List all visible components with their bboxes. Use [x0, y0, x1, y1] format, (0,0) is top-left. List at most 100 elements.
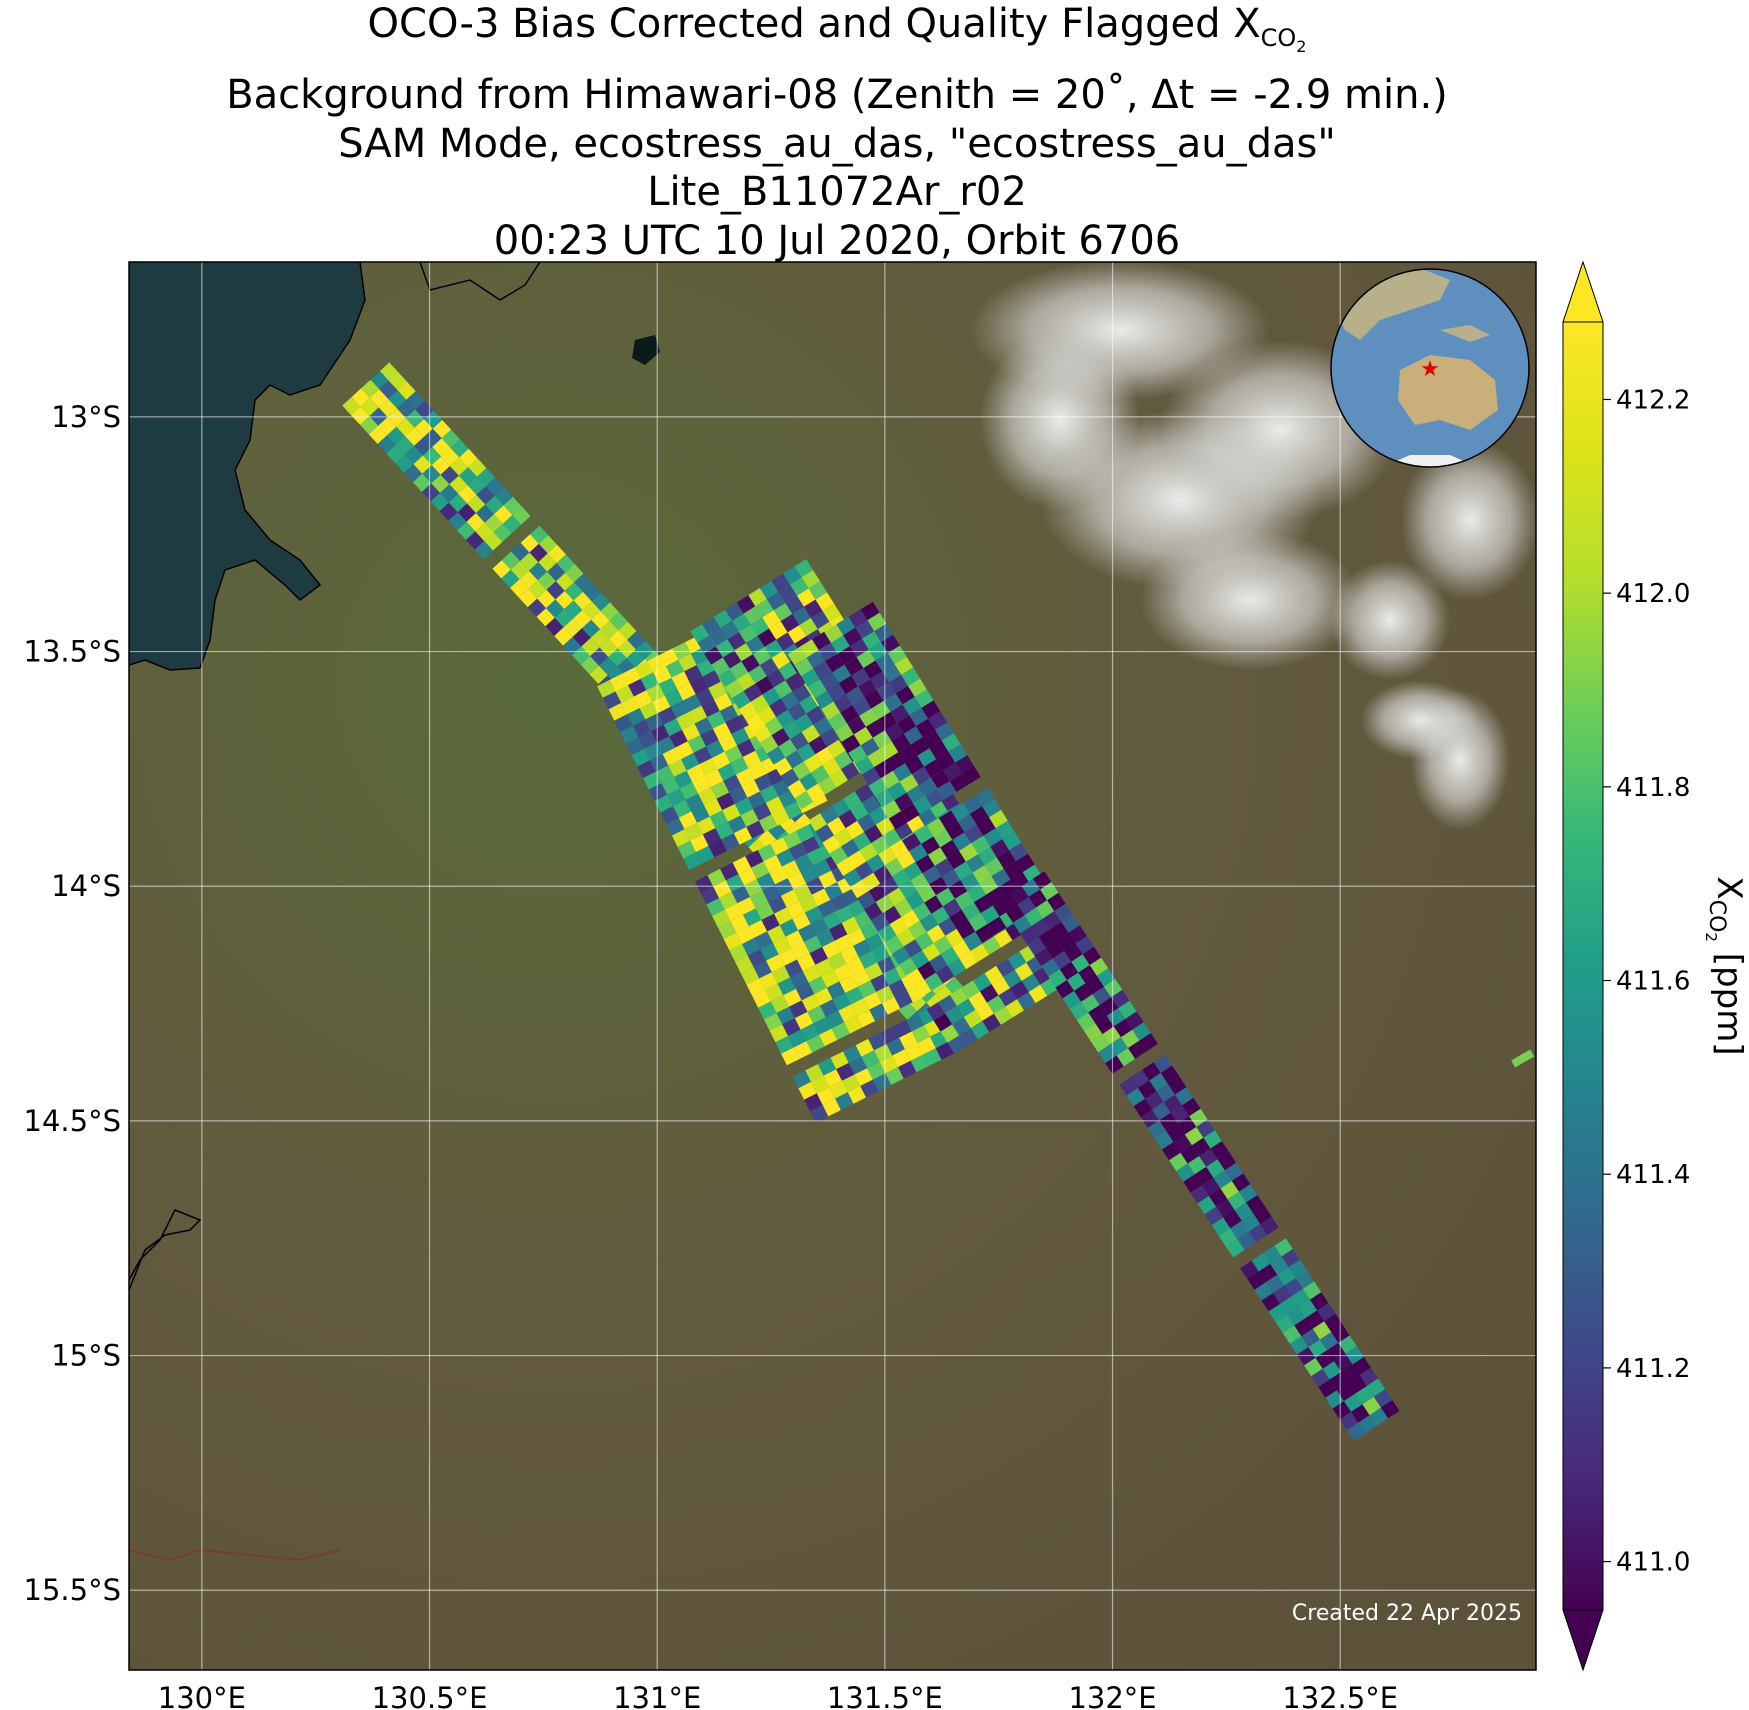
xco2-sounding: [826, 683, 846, 702]
xco2-sounding: [707, 868, 726, 887]
xco2-sounding: [1324, 1313, 1343, 1333]
xco2-sounding: [940, 839, 959, 859]
xco2-sounding: [485, 495, 504, 515]
xco2-sounding: [880, 634, 900, 654]
xco2-sounding: [422, 465, 441, 484]
xco2-sounding: [867, 612, 887, 632]
xco2-sounding: [829, 769, 848, 788]
xco2-sounding: [970, 1021, 990, 1040]
xco2-sounding: [864, 690, 884, 709]
xco2-sounding: [671, 829, 691, 847]
xco2-sounding: [1139, 1033, 1158, 1052]
xco2-sounding: [882, 967, 902, 986]
xco2-sounding: [817, 1057, 837, 1076]
xco2-sounding: [964, 824, 984, 844]
xco2-sounding: [903, 939, 922, 958]
xco2-sounding: [903, 726, 923, 745]
xco2-sounding: [799, 772, 818, 791]
xco2-sounding: [843, 791, 862, 810]
xco2-sounding: [743, 683, 763, 702]
xco2-sounding: [945, 1006, 964, 1025]
xco2-sounding: [709, 810, 728, 829]
xco2-sounding: [494, 487, 513, 506]
lat-tick-label: 15.5°S: [24, 1573, 121, 1607]
lon-tick-label: 132.5°E: [1282, 1681, 1398, 1710]
xco2-sounding: [811, 1075, 830, 1094]
xco2-sounding: [1302, 1281, 1322, 1300]
lon-tick-label: 131.5°E: [827, 1681, 943, 1710]
xco2-sounding: [547, 563, 566, 582]
xco2-sounding: [860, 737, 880, 757]
xco2-sounding: [572, 628, 591, 647]
xco2-sounding: [887, 645, 907, 665]
xco2-sounding: [884, 858, 904, 877]
xco2-sounding: [926, 818, 946, 837]
xco2-sounding: [736, 926, 755, 945]
xco2-sounding: [747, 791, 766, 810]
xco2-sounding: [1288, 1259, 1308, 1279]
xco2-sounding: [421, 483, 440, 502]
xco2-sounding: [1027, 936, 1046, 956]
xco2-sounding: [564, 582, 583, 601]
xco2-sounding: [1208, 1188, 1228, 1207]
xco2-sounding: [638, 731, 657, 749]
xco2-sounding: [1092, 986, 1111, 1005]
globe-locator-inset: ★: [1330, 268, 1530, 468]
xco2-sounding: [884, 722, 904, 742]
xco2-sounding: [1289, 1336, 1309, 1355]
xco2-sounding: [991, 868, 1011, 888]
xco2-sounding: [580, 656, 599, 675]
title-line-5: 00:23 UTC 10 Jul 2020, Orbit 6706: [493, 217, 1181, 264]
xco2-sounding: [1247, 1271, 1266, 1290]
xco2-sounding: [773, 757, 793, 776]
xco2-sounding: [424, 410, 443, 429]
xco2-sounding: [775, 878, 794, 896]
xco2-sounding: [713, 693, 733, 711]
xco2-sounding: [1095, 1015, 1114, 1035]
xco2-sounding: [839, 975, 858, 993]
xco2-sounding: [477, 468, 496, 487]
xco2-sounding: [886, 752, 906, 771]
xco2-sounding: [608, 630, 628, 649]
xco2-sounding: [892, 1049, 911, 1068]
xco2-sounding: [1119, 1077, 1138, 1096]
xco2-sounding: [913, 796, 933, 815]
xco2-sounding: [861, 795, 881, 814]
xco2-sounding: [1069, 1001, 1089, 1020]
xco2-sounding: [902, 833, 922, 852]
xco2-sounding: [1373, 1389, 1393, 1408]
xco2-sounding: [1028, 984, 1048, 1004]
xco2-sounding: [361, 379, 380, 398]
xco2-sounding: [847, 928, 866, 946]
xco2-sounding: [449, 457, 469, 476]
xco2-sounding: [993, 1006, 1013, 1025]
xco2-sounding: [798, 1081, 817, 1100]
xco2-sounding: [450, 439, 469, 458]
xco2-sounding: [1071, 954, 1090, 973]
xco2-sounding: [827, 739, 846, 759]
xco2-sounding: [745, 635, 765, 655]
xco2-sounding: [1149, 1073, 1168, 1092]
xco2-sounding: [914, 689, 934, 708]
xco2-sounding: [824, 624, 844, 643]
xco2-sounding: [984, 857, 1004, 877]
xco2-sounding: [763, 855, 782, 873]
xco2-sounding: [924, 895, 943, 914]
xco2-sounding: [711, 657, 730, 676]
xco2-sounding: [801, 836, 820, 854]
xco2-sounding: [963, 931, 982, 950]
xco2-sounding: [771, 650, 790, 670]
xco2-sounding: [806, 1034, 825, 1053]
xco2-sounding: [891, 733, 911, 753]
xco2-sounding: [871, 701, 891, 720]
xco2-sounding: [818, 1028, 838, 1047]
xco2-sounding: [868, 806, 888, 825]
xco2-sounding: [854, 861, 874, 880]
xco2-sounding: [979, 984, 999, 1003]
xco2-sounding: [933, 935, 953, 955]
xco2-sounding: [1189, 1108, 1208, 1127]
xco2-sounding: [935, 965, 955, 984]
xco2-sounding: [912, 979, 932, 999]
xco2-sounding: [492, 560, 511, 579]
lat-tick-label: 13.5°S: [24, 635, 121, 669]
